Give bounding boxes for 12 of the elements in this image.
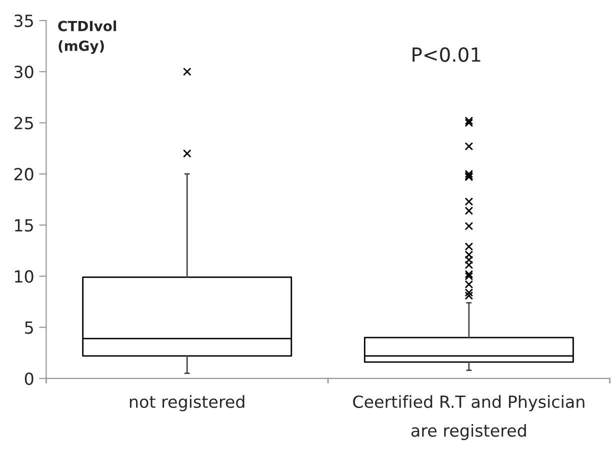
y-tick-label: 10 <box>15 270 34 283</box>
y-tick-label: 0 <box>24 372 34 386</box>
x-tick-label: Ceertified R.T and Physician are registered <box>353 395 584 440</box>
y-tick-label: 20 <box>14 168 34 180</box>
x-tick-label: not registered <box>130 395 244 412</box>
y-tick-label: 35 <box>14 14 33 28</box>
y-tick-label: 25 <box>14 116 33 130</box>
annotation: P<0.01 <box>412 47 480 62</box>
y-tick-label: 5 <box>25 322 33 334</box>
y-axis-title: CTDIvol (mGy) <box>58 20 116 54</box>
y-tick-label: 30 <box>14 66 34 78</box>
y-tick-label: 15 <box>15 219 33 232</box>
